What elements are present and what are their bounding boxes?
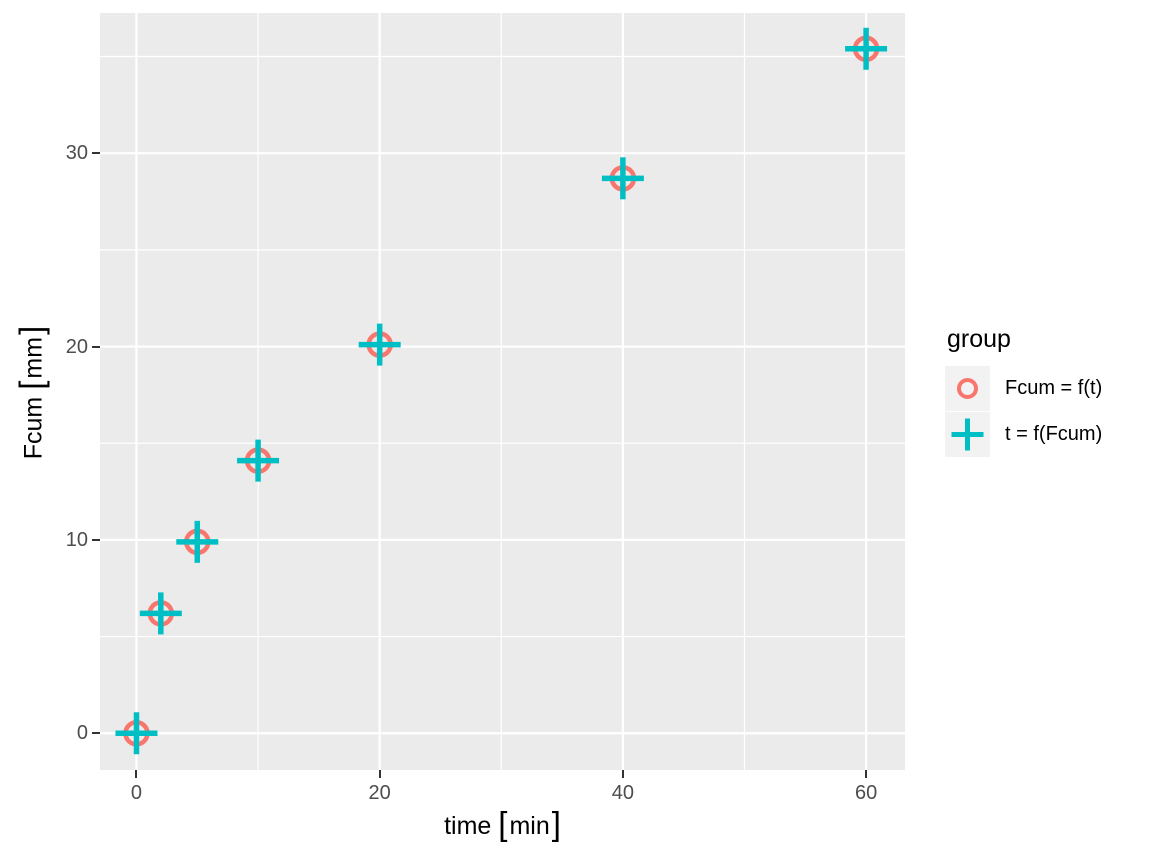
x-axis-title-word: time: [444, 812, 492, 840]
x-axis-tick-label: 60: [854, 782, 878, 804]
plus-cross-icon: [945, 412, 990, 457]
y-axis-tick-label: 20: [65, 335, 88, 358]
y-axis-title-word: Fcum: [19, 396, 48, 460]
plot-area: [100, 13, 905, 770]
plot-panel: [100, 13, 905, 770]
legend-label-fcum-ft: Fcum = f(t): [1005, 377, 1103, 399]
y-axis-tick-label: 30: [65, 142, 88, 165]
y-axis-tick-label: 0: [76, 722, 88, 745]
legend-item-fcum-ft: Fcum = f(t): [945, 366, 1102, 411]
open-circle-icon: [945, 366, 990, 411]
y-axis-tick: [92, 538, 100, 541]
y-axis-tick: [92, 732, 100, 735]
legend-title: group: [947, 325, 1011, 353]
y-axis-tick: [92, 345, 100, 348]
x-axis-tick: [135, 770, 138, 778]
legend: group Fcum = f(t) t = f(Fcum): [945, 324, 1102, 458]
y-axis-tick-label: 10: [65, 528, 88, 551]
x-axis-tick: [865, 770, 868, 778]
legend-label-t-ffcum: t = f(Fcum): [1005, 423, 1103, 445]
y-axis-title-unit: mm: [19, 336, 48, 379]
x-axis-title-open-bracket: [: [498, 805, 508, 842]
legend-item-t-ffcum: t = f(Fcum): [945, 412, 1102, 457]
x-axis-tick-label: 40: [611, 782, 634, 804]
x-axis-tick-label: 0: [130, 782, 143, 804]
y-axis-title-open-bracket: [: [12, 380, 50, 390]
x-axis-tick-label: 20: [368, 782, 391, 804]
x-axis-tick: [378, 770, 381, 778]
x-axis-tick: [621, 770, 624, 778]
x-axis-title-unit: min: [509, 812, 550, 840]
y-axis-tick: [92, 152, 100, 155]
x-axis-title: time [min]: [100, 805, 905, 842]
x-axis-title-close-bracket: ]: [551, 805, 561, 842]
y-axis-title: Fcum [mm]: [12, 292, 50, 494]
y-axis-title-close-bracket: ]: [12, 325, 50, 335]
